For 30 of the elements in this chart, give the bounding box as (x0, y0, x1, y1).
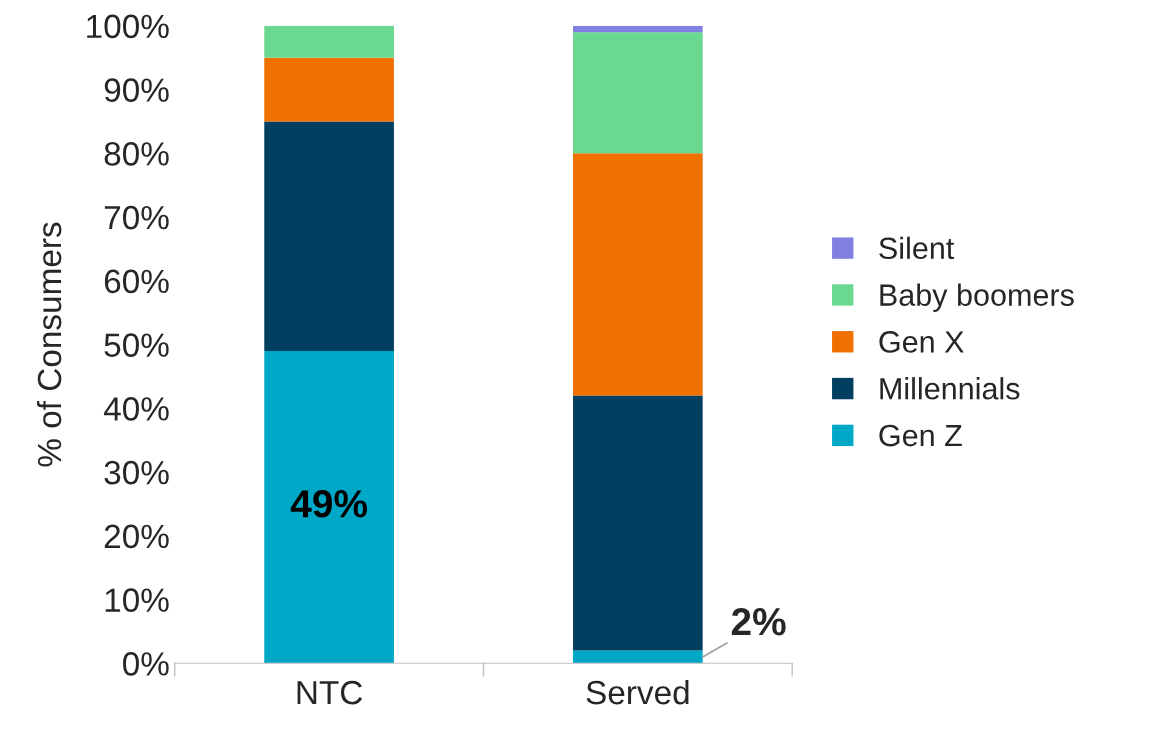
y-tick-label: 20% (104, 524, 169, 549)
y-tick-label: 10% (105, 588, 169, 612)
bar (573, 25, 703, 33)
y-tick-label: 0% (123, 652, 169, 676)
bar (573, 153, 703, 396)
y-axis-title: % of Consumers (36, 222, 62, 467)
x-tick-label: NTC (297, 680, 363, 705)
bar (264, 350, 394, 664)
y-tick-label: 50% (104, 333, 169, 357)
legend-label: Gen X (879, 331, 964, 353)
y-tick-label: 90% (104, 78, 169, 102)
y-tick-label: 30% (104, 460, 169, 485)
legend-label: Millennials (880, 377, 1020, 400)
data-label: 49% (290, 490, 368, 518)
bar (264, 57, 394, 122)
y-tick-label: 80% (104, 142, 169, 166)
x-tick-label: Served (586, 679, 689, 705)
y-tick-label: 70% (104, 205, 169, 230)
bar (573, 32, 703, 154)
legend-label: Baby boomers (880, 283, 1074, 312)
bar (264, 121, 394, 351)
bar (264, 25, 394, 58)
legend-label: Gen Z (879, 424, 962, 447)
y-tick-label: 40% (103, 397, 169, 421)
legend-label: Silent (879, 236, 955, 260)
y-tick-label: 100% (87, 14, 169, 39)
data-label: 2% (731, 607, 786, 636)
y-tick-label: 60% (104, 269, 169, 294)
bar (573, 650, 703, 664)
bar (573, 395, 703, 651)
